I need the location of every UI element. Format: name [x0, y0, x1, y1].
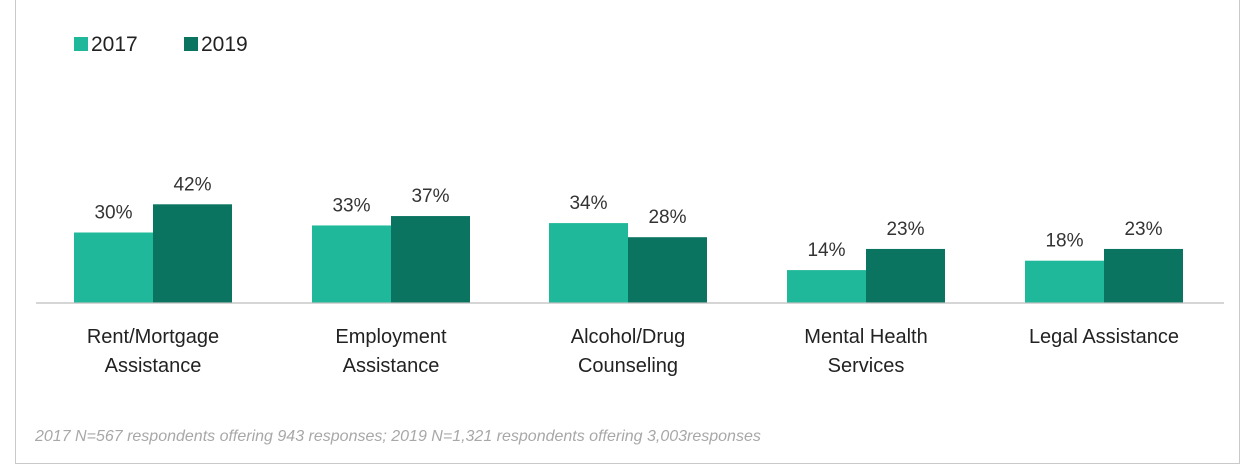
chart-frame: [15, 0, 1240, 464]
bar-2017-4: [1025, 260, 1104, 303]
category-label-3-line-1: Services: [828, 355, 905, 377]
category-label-1-line-0: Employment: [335, 326, 447, 348]
legend: 2017 2019: [74, 33, 248, 56]
sample-size-note: 2017 N=567 respondents offering 943 resp…: [34, 428, 761, 445]
bar-2019-0: [153, 204, 232, 303]
bar-2019-2: [628, 237, 707, 303]
bar-2017-1: [312, 225, 391, 303]
data-label-2017-2: 34%: [569, 193, 607, 214]
bar-2019-1: [391, 216, 470, 303]
bar-2017-3: [787, 270, 866, 303]
category-label-2-line-1: Counseling: [578, 355, 678, 377]
bar-2019-3: [866, 248, 945, 303]
data-label-2017-0: 30%: [94, 203, 132, 224]
category-label-3-line-0: Mental Health: [804, 326, 927, 348]
data-label-2019-2: 28%: [648, 207, 686, 228]
bar-2019-4: [1104, 248, 1183, 303]
legend-swatch-2019: [184, 37, 198, 51]
data-label-2019-3: 23%: [886, 219, 924, 240]
data-label-2017-1: 33%: [332, 195, 370, 216]
category-labels: Rent/Mortgage Assistance Employment Assista…: [87, 326, 1179, 377]
category-label-1-line-1: Assistance: [343, 355, 440, 377]
legend-swatch-2017: [74, 37, 88, 51]
category-label-0-line-1: Assistance: [105, 355, 202, 377]
legend-label-2019: 2019: [201, 33, 248, 56]
data-label-2017-4: 18%: [1045, 231, 1083, 252]
data-label-2019-4: 23%: [1124, 219, 1162, 240]
bar-2017-0: [74, 232, 153, 303]
category-label-2-line-0: Alcohol/Drug: [571, 326, 686, 348]
bars: 30% 42% 33% 37% 34% 28% 14% 23% 18% 23%: [74, 174, 1183, 303]
data-label-2019-1: 37%: [411, 186, 449, 207]
data-label-2019-0: 42%: [173, 174, 211, 195]
legend-label-2017: 2017: [91, 33, 138, 56]
category-label-0-line-0: Rent/Mortgage: [87, 326, 219, 348]
category-label-4-line-0: Legal Assistance: [1029, 326, 1179, 348]
bar-2017-2: [549, 223, 628, 303]
data-label-2017-3: 14%: [807, 240, 845, 261]
